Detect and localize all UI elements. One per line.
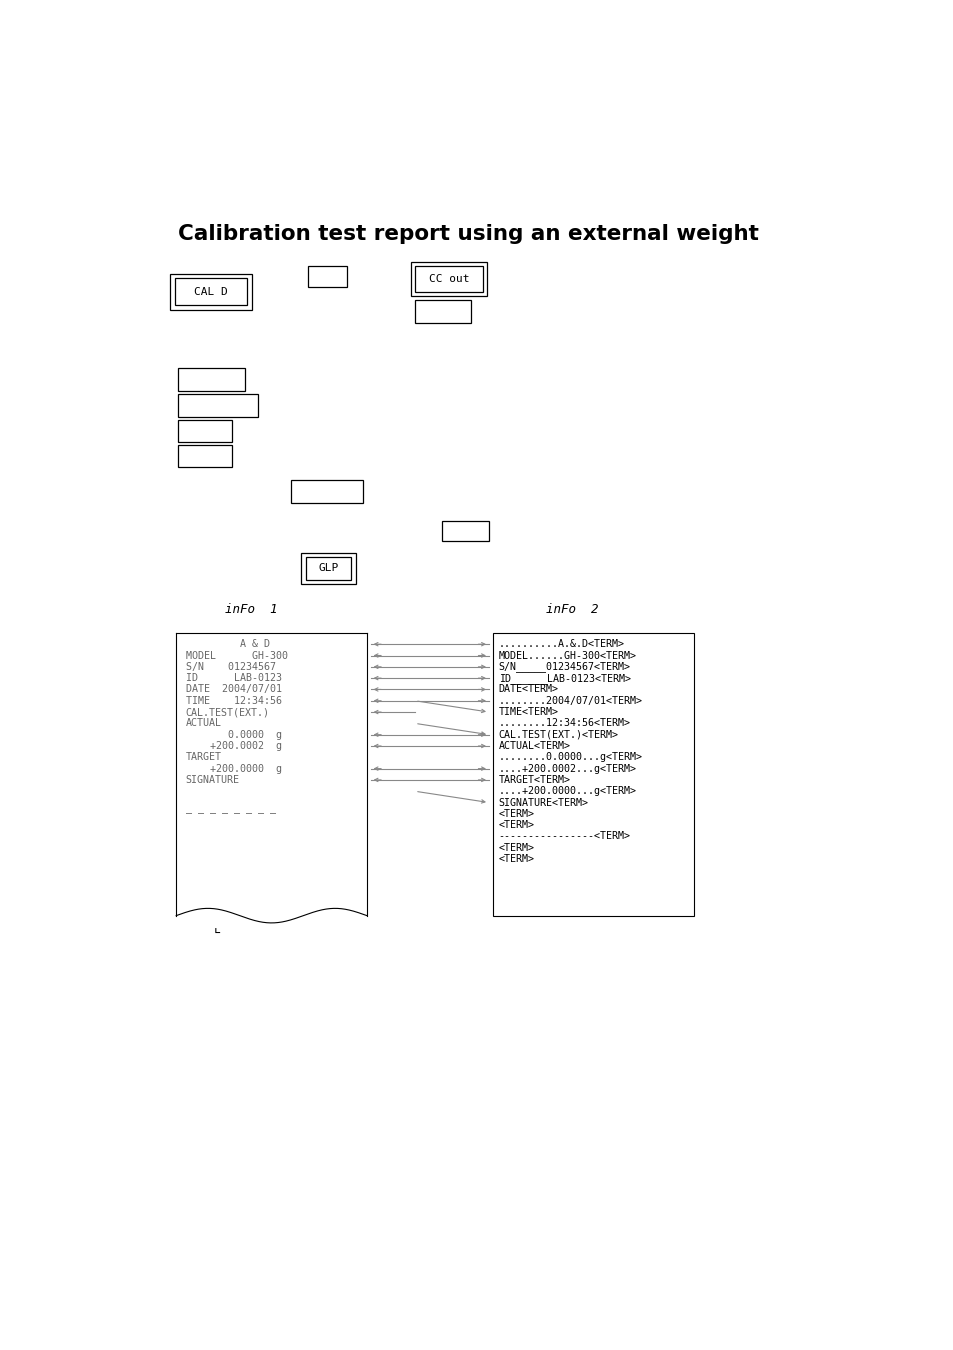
- Text: S/N_____01234567<TERM>: S/N_____01234567<TERM>: [498, 662, 630, 672]
- Text: <TERM>: <TERM>: [498, 855, 534, 864]
- Bar: [178, 394, 257, 417]
- Text: ....+200.0002...g<TERM>: ....+200.0002...g<TERM>: [498, 764, 636, 774]
- Text: ID______LAB-0123<TERM>: ID______LAB-0123<TERM>: [498, 672, 630, 683]
- Text: inFo  2: inFo 2: [546, 603, 598, 616]
- Text: ........2004/07/01<TERM>: ........2004/07/01<TERM>: [498, 695, 642, 706]
- Bar: [301, 554, 355, 585]
- Text: ACTUAL: ACTUAL: [186, 718, 221, 729]
- Text: DATE  2004/07/01: DATE 2004/07/01: [186, 684, 281, 694]
- Text: A & D: A & D: [186, 639, 270, 649]
- Text: TIME    12:34:56: TIME 12:34:56: [186, 695, 281, 706]
- Bar: [178, 444, 233, 467]
- Text: CAL.TEST(EXT.): CAL.TEST(EXT.): [186, 707, 270, 717]
- Text: ........12:34:56<TERM>: ........12:34:56<TERM>: [498, 718, 630, 729]
- Text: <TERM>: <TERM>: [498, 842, 534, 853]
- Text: MODEL      GH-300: MODEL GH-300: [186, 651, 288, 660]
- Text: SIGNATURE<TERM>: SIGNATURE<TERM>: [498, 798, 588, 807]
- Text: MODEL......GH-300<TERM>: MODEL......GH-300<TERM>: [498, 651, 636, 660]
- Text: 0.0000  g: 0.0000 g: [186, 730, 281, 740]
- Bar: [178, 367, 245, 390]
- Text: GLP: GLP: [318, 563, 338, 574]
- Text: inFo  1: inFo 1: [224, 603, 276, 616]
- Bar: [415, 266, 482, 292]
- Text: CAL.TEST(EXT.)<TERM>: CAL.TEST(EXT.)<TERM>: [498, 730, 618, 740]
- Bar: [174, 278, 247, 305]
- Text: <TERM>: <TERM>: [498, 821, 534, 830]
- Text: DATE<TERM>: DATE<TERM>: [498, 684, 558, 694]
- Text: TIME<TERM>: TIME<TERM>: [498, 707, 558, 717]
- Text: ....+200.0000...g<TERM>: ....+200.0000...g<TERM>: [498, 786, 636, 796]
- Text: ⌞: ⌞: [213, 921, 221, 936]
- Bar: [410, 262, 487, 296]
- Bar: [178, 420, 233, 441]
- Text: TARGET: TARGET: [186, 752, 221, 763]
- Text: CC out: CC out: [428, 274, 469, 284]
- Bar: [305, 558, 351, 580]
- Text: ACTUAL<TERM>: ACTUAL<TERM>: [498, 741, 570, 751]
- Text: TARGET<TERM>: TARGET<TERM>: [498, 775, 570, 784]
- Text: _ _ _ _ _ _ _ _: _ _ _ _ _ _ _ _: [186, 803, 275, 813]
- Text: +200.0000  g: +200.0000 g: [186, 764, 281, 774]
- Bar: [170, 274, 252, 309]
- Bar: [308, 266, 347, 286]
- Bar: [442, 521, 488, 541]
- Text: Calibration test report using an external weight: Calibration test report using an externa…: [178, 224, 759, 244]
- Text: S/N    01234567: S/N 01234567: [186, 662, 275, 672]
- Text: ----------------<TERM>: ----------------<TERM>: [498, 832, 630, 841]
- Text: ID      LAB-0123: ID LAB-0123: [186, 674, 281, 683]
- Text: ........0.0000...g<TERM>: ........0.0000...g<TERM>: [498, 752, 642, 763]
- Text: SIGNATURE: SIGNATURE: [186, 775, 239, 784]
- Text: +200.0002  g: +200.0002 g: [186, 741, 281, 751]
- Bar: [492, 633, 693, 915]
- Text: CAL D: CAL D: [193, 288, 228, 297]
- Bar: [291, 481, 363, 504]
- Text: ..........A.&.D<TERM>: ..........A.&.D<TERM>: [498, 639, 624, 649]
- Text: <TERM>: <TERM>: [498, 809, 534, 819]
- Bar: [415, 300, 471, 323]
